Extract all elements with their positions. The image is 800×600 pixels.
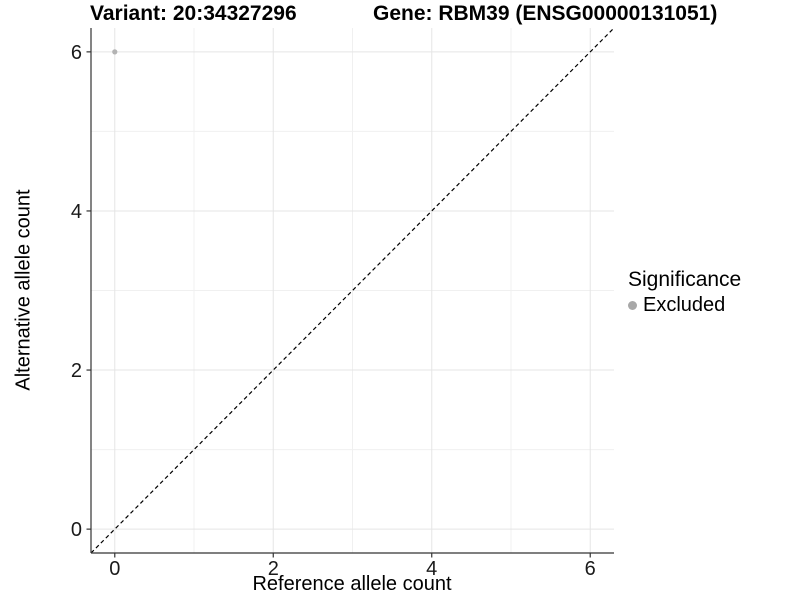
legend: Significance Excluded [628,267,741,317]
data-point [112,49,118,55]
legend-title: Significance [628,268,742,291]
plot-title-gene: Gene: RBM39 (ENSG00000131051) [373,2,718,25]
x-tick-label: 4 [426,558,437,580]
y-tick-label: 6 [71,42,82,64]
legend-item-label: Excluded [643,294,726,316]
y-tick-label: 2 [71,360,82,382]
plot-title-variant: Variant: 20:34327296 [90,2,297,25]
x-tick-label: 2 [268,558,279,580]
y-tick-label: 4 [71,201,82,223]
x-axis-title: Reference allele count [252,573,452,595]
legend-key-dot-icon [628,301,637,310]
y-tick-label: 0 [71,519,82,541]
identity-line [90,27,615,554]
y-axis-title: Alternative allele count [12,189,35,391]
x-tick-label: 0 [109,558,120,580]
x-tick-label: 6 [585,558,596,580]
legend-item-excluded: Excluded [628,294,741,317]
